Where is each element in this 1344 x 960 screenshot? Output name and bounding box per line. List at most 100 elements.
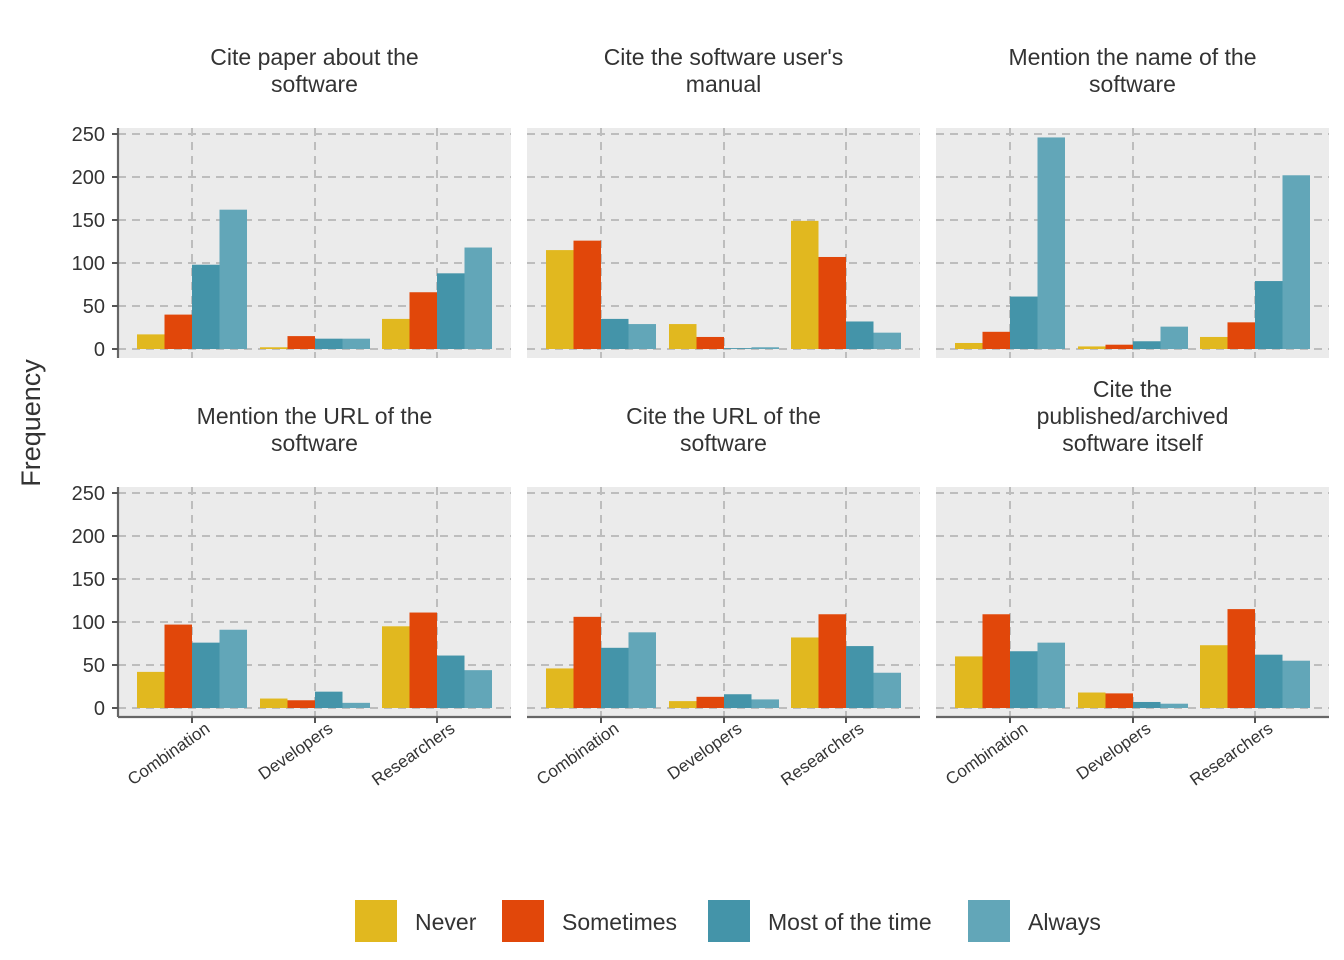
x-tick-label: Combination <box>124 719 213 789</box>
x-tick-label: Developers <box>255 719 336 784</box>
legend-label: Most of the time <box>768 909 932 935</box>
bar-combination-always <box>1037 642 1065 708</box>
bar-researchers-never <box>1200 645 1228 708</box>
legend-key-most-of-the-time <box>708 900 750 942</box>
bar-combination-sometimes <box>573 616 601 708</box>
bar-researchers-always <box>1282 660 1310 708</box>
panel-title: Mention the URL of the <box>197 403 433 429</box>
bar-developers-sometimes <box>287 336 315 349</box>
bar-researchers-always <box>873 672 901 708</box>
bar-researchers-always <box>1282 175 1310 349</box>
bar-developers-most-of-the-time <box>724 348 752 349</box>
x-tick-label: Developers <box>664 719 745 784</box>
bar-developers-never <box>669 324 697 349</box>
panel-title: published/archived <box>1037 403 1229 429</box>
bar-developers-most-of-the-time <box>315 691 343 708</box>
panel-title: software itself <box>1062 430 1203 456</box>
x-tick-label: Developers <box>1073 719 1154 784</box>
bar-researchers-never <box>1200 336 1228 349</box>
bar-developers-always <box>1160 703 1188 708</box>
bar-developers-most-of-the-time <box>1133 701 1161 708</box>
bar-researchers-never <box>791 637 819 708</box>
y-tick-label: 50 <box>83 655 105 677</box>
bar-researchers-most-of-the-time <box>1255 281 1283 349</box>
bar-researchers-most-of-the-time <box>437 655 465 708</box>
bar-combination-most-of-the-time <box>601 318 629 349</box>
bar-combination-sometimes <box>982 331 1010 349</box>
bar-researchers-sometimes <box>818 256 846 349</box>
bar-combination-most-of-the-time <box>192 642 220 708</box>
y-axis-label: Frequency <box>16 359 46 487</box>
panel-title: software <box>1089 71 1176 97</box>
bar-researchers-most-of-the-time <box>846 646 874 708</box>
bar-developers-always <box>342 702 370 708</box>
y-tick-label: 200 <box>72 167 105 189</box>
bar-combination-never <box>955 656 983 708</box>
bar-developers-sometimes <box>696 696 724 708</box>
panel-title: Mention the name of the <box>1008 44 1256 70</box>
bar-combination-most-of-the-time <box>192 264 220 349</box>
bar-combination-always <box>628 632 656 708</box>
bar-researchers-always <box>464 247 492 349</box>
bar-combination-always <box>219 629 247 708</box>
legend-key-always <box>968 900 1010 942</box>
y-tick-label: 100 <box>72 253 105 275</box>
bar-researchers-most-of-the-time <box>1255 654 1283 708</box>
bar-developers-never <box>260 347 288 349</box>
legend-label: Sometimes <box>562 909 677 935</box>
bar-researchers-always <box>464 670 492 708</box>
bar-researchers-most-of-the-time <box>437 273 465 349</box>
y-tick-label: 0 <box>94 339 105 361</box>
bar-researchers-always <box>873 332 901 349</box>
panel-title: manual <box>686 71 761 97</box>
bar-combination-most-of-the-time <box>601 647 629 708</box>
bar-combination-most-of-the-time <box>1010 296 1038 349</box>
y-tick-label: 100 <box>72 612 105 634</box>
bar-researchers-sometimes <box>818 614 846 708</box>
panel-title: software <box>271 71 358 97</box>
bar-researchers-sometimes <box>1227 322 1255 349</box>
bar-combination-never <box>546 668 574 708</box>
panel-title: Cite paper about the <box>210 44 418 70</box>
y-tick-label: 250 <box>72 483 105 505</box>
bar-combination-sometimes <box>164 624 192 708</box>
x-tick-label: Researchers <box>777 719 867 790</box>
bar-combination-always <box>628 324 656 349</box>
bar-combination-never <box>546 250 574 349</box>
x-tick-label: Researchers <box>368 719 458 790</box>
bar-developers-never <box>669 701 697 708</box>
bar-developers-never <box>1078 346 1106 349</box>
bar-researchers-sometimes <box>409 612 437 708</box>
bar-developers-never <box>260 698 288 708</box>
bar-developers-sometimes <box>1105 693 1133 708</box>
panel-title: software <box>680 430 767 456</box>
bar-researchers-sometimes <box>409 292 437 349</box>
x-tick-label: Combination <box>533 719 622 789</box>
panel-title: Cite the software user's <box>604 44 844 70</box>
bar-combination-sometimes <box>573 240 601 349</box>
bar-researchers-sometimes <box>1227 609 1255 708</box>
y-tick-label: 0 <box>94 698 105 720</box>
bar-combination-never <box>955 342 983 349</box>
legend: Never Sometimes Most of the time Always <box>355 900 1101 942</box>
bar-developers-sometimes <box>287 700 315 708</box>
y-tick-label: 200 <box>72 526 105 548</box>
bar-researchers-never <box>382 626 410 708</box>
bar-combination-never <box>137 334 165 349</box>
bar-combination-always <box>219 209 247 349</box>
bar-combination-always <box>1037 137 1065 349</box>
y-tick-label: 250 <box>72 124 105 146</box>
bar-developers-never <box>1078 692 1106 708</box>
legend-key-never <box>355 900 397 942</box>
bar-combination-sometimes <box>982 614 1010 708</box>
bar-developers-always <box>1160 326 1188 349</box>
y-tick-label: 50 <box>83 296 105 318</box>
x-tick-label: Combination <box>942 719 1031 789</box>
bar-developers-most-of-the-time <box>315 338 343 349</box>
